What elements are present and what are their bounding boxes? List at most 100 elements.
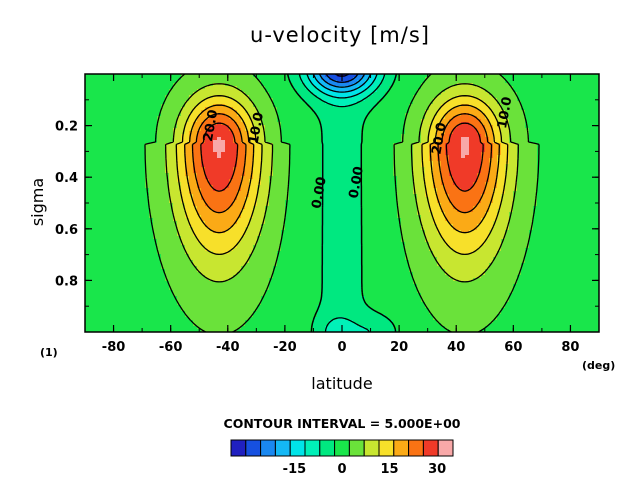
contour-fill-cell bbox=[509, 92, 514, 96]
contour-fill-cell bbox=[317, 134, 322, 138]
contour-fill-cell bbox=[429, 137, 434, 141]
contour-fill-cell bbox=[549, 128, 554, 132]
contour-fill-cell bbox=[181, 140, 186, 144]
contour-fill-cell bbox=[501, 95, 506, 99]
contour-fill-cell bbox=[309, 98, 314, 102]
contour-fill-cell bbox=[569, 83, 574, 87]
contour-fill-cell bbox=[209, 104, 214, 108]
contour-fill-cell bbox=[401, 116, 406, 120]
contour-fill-cell bbox=[577, 125, 582, 129]
contour-fill-cell bbox=[101, 122, 106, 126]
contour-fill-cell bbox=[413, 110, 418, 114]
contour-fill-cell bbox=[285, 101, 290, 105]
contour-fill-cell bbox=[249, 128, 254, 132]
contour-fill-cell bbox=[569, 104, 574, 108]
contour-fill-cell bbox=[433, 110, 438, 114]
contour-fill-cell bbox=[317, 74, 322, 78]
contour-fill-cell bbox=[149, 107, 154, 111]
contour-fill-cell bbox=[577, 110, 582, 114]
contour-fill-cell bbox=[581, 131, 586, 135]
contour-fill-cell bbox=[301, 137, 306, 141]
contour-fill-cell bbox=[481, 119, 486, 123]
contour-fill-cell bbox=[321, 110, 326, 114]
contour-fill-cell bbox=[157, 110, 162, 114]
contour-fill-cell bbox=[477, 137, 482, 141]
contour-fill-cell bbox=[541, 140, 546, 144]
contour-fill-cell bbox=[257, 98, 262, 102]
contour-fill-cell bbox=[477, 74, 482, 78]
contour-fill-cell bbox=[321, 74, 326, 78]
contour-fill-cell bbox=[589, 83, 594, 87]
contour-fill-cell bbox=[389, 98, 394, 102]
contour-fill-cell bbox=[469, 77, 474, 81]
contour-fill-cell bbox=[365, 89, 370, 93]
contour-fill-cell bbox=[577, 119, 582, 123]
contour-fill-cell bbox=[397, 83, 402, 87]
contour-fill-cell bbox=[369, 131, 374, 135]
contour-fill-cell bbox=[589, 101, 594, 105]
contour-fill-cell bbox=[441, 125, 446, 129]
contour-fill-cell bbox=[229, 110, 234, 114]
contour-fill-cell bbox=[261, 92, 266, 96]
contour-fill-cell bbox=[301, 119, 306, 123]
contour-fill-cell bbox=[469, 119, 474, 123]
contour-fill-cell bbox=[205, 110, 210, 114]
contour-fill-cell bbox=[149, 134, 154, 138]
contour-fill-cell bbox=[229, 89, 234, 93]
contour-fill-cell bbox=[597, 137, 599, 141]
contour-fill-cell bbox=[265, 137, 270, 141]
contour-fill-cell bbox=[385, 77, 390, 81]
contour-fill-cell bbox=[393, 116, 398, 120]
contour-fill-cell bbox=[205, 80, 210, 84]
contour-fill-cell bbox=[121, 98, 126, 102]
contour-fill-cell bbox=[173, 77, 178, 81]
contour-fill-cell bbox=[101, 74, 106, 78]
contour-fill-cell bbox=[129, 104, 134, 108]
contour-fill-cell bbox=[369, 74, 374, 78]
contour-fill-cell bbox=[93, 119, 98, 123]
contour-fill-cell bbox=[189, 116, 194, 120]
contour-fill-cell bbox=[485, 92, 490, 96]
contour-fill-cell bbox=[189, 119, 194, 123]
contour-fill-cell bbox=[485, 113, 490, 117]
contour-fill-cell bbox=[161, 122, 166, 126]
contour-fill-cell bbox=[565, 119, 570, 123]
contour-fill-cell bbox=[117, 137, 122, 141]
contour-fill-cell bbox=[445, 89, 450, 93]
contour-fill-cell bbox=[173, 140, 178, 144]
contour-fill-cell bbox=[565, 74, 570, 78]
contour-fill-cell bbox=[241, 83, 246, 87]
contour-fill-cell bbox=[573, 125, 578, 129]
contour-fill-cell bbox=[513, 119, 518, 123]
contour-fill-cell bbox=[169, 128, 174, 132]
contour-fill-cell bbox=[321, 89, 326, 93]
contour-fill-cell bbox=[101, 137, 106, 141]
contour-fill-cell bbox=[105, 107, 110, 111]
contour-fill-cell bbox=[109, 119, 114, 123]
contour-fill-cell bbox=[521, 122, 526, 126]
contour-fill-cell bbox=[333, 77, 338, 81]
contour-fill-cell bbox=[337, 122, 342, 126]
contour-fill-cell bbox=[229, 77, 234, 81]
contour-fill-cell bbox=[541, 95, 546, 99]
contour-fill-cell bbox=[529, 83, 534, 87]
contour-fill-cell bbox=[441, 74, 446, 78]
contour-fill-cell bbox=[485, 98, 490, 102]
contour-fill-cell bbox=[289, 86, 294, 90]
contour-fill-cell bbox=[153, 119, 158, 123]
contour-fill-cell bbox=[577, 113, 582, 117]
contour-fill-cell bbox=[325, 125, 330, 129]
contour-fill-cell bbox=[381, 128, 386, 132]
contour-fill-cell bbox=[349, 134, 354, 138]
contour-fill-cell bbox=[549, 110, 554, 114]
contour-fill-cell bbox=[209, 107, 214, 111]
contour-fill-cell bbox=[553, 116, 558, 120]
contour-fill-cell bbox=[85, 140, 90, 144]
contour-fill-cell bbox=[413, 140, 418, 144]
contour-fill-cell bbox=[285, 137, 290, 141]
contour-fill-cell bbox=[257, 95, 262, 99]
contour-fill-cell bbox=[409, 74, 414, 78]
contour-fill-cell bbox=[149, 140, 154, 144]
contour-fill-cell bbox=[457, 92, 462, 96]
contour-fill-cell bbox=[105, 74, 110, 78]
